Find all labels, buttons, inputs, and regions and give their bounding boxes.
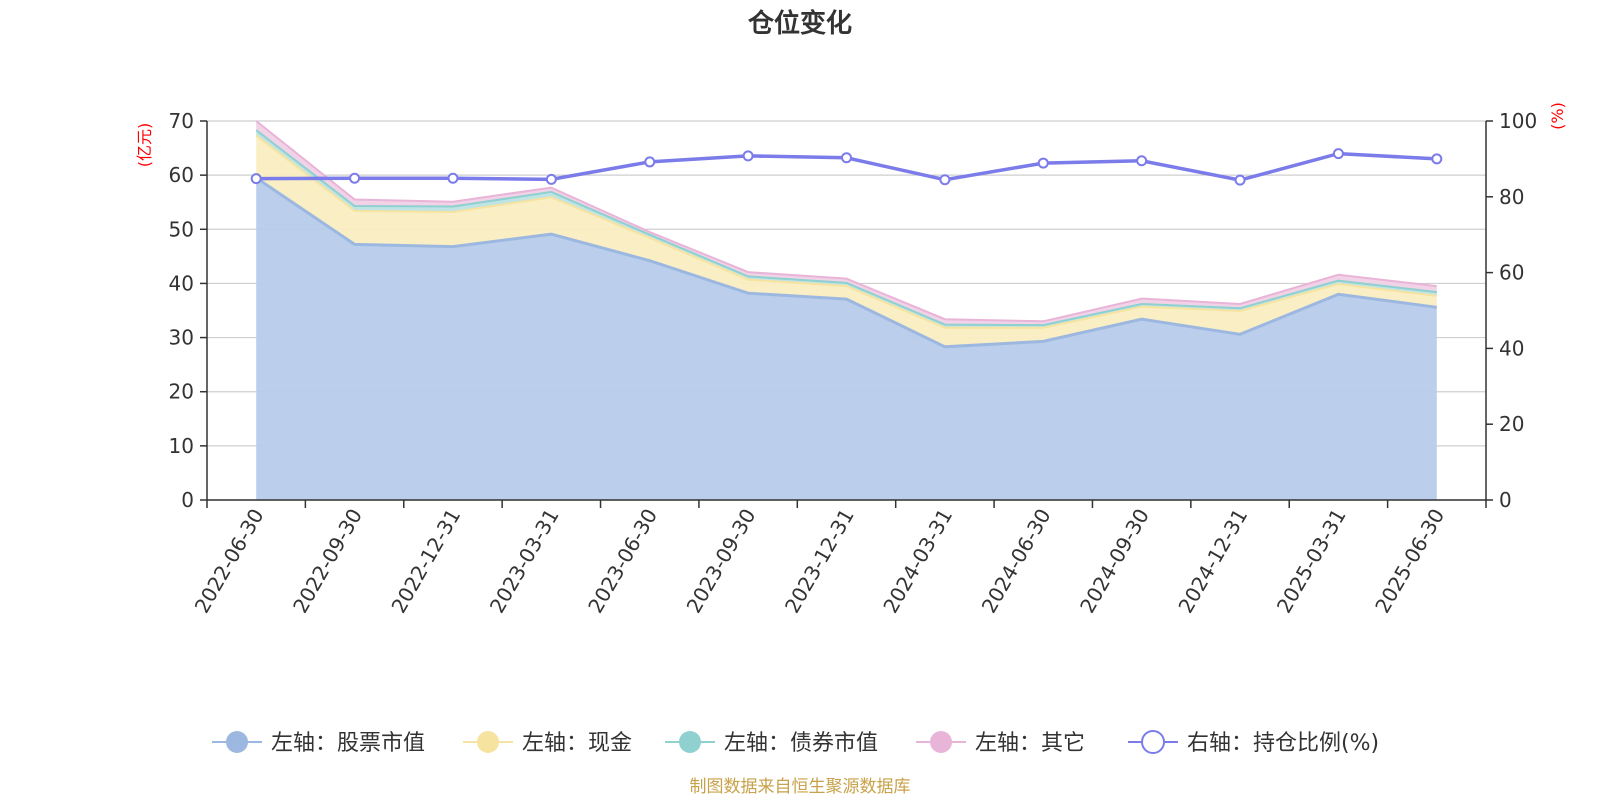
- legend-marker-icon: [226, 731, 248, 753]
- right-tick-label: 40: [1499, 336, 1524, 360]
- right-axis-unit: (%): [1548, 102, 1567, 130]
- area-line-series-1: [255, 176, 1437, 349]
- left-tick-label: 70: [169, 109, 194, 133]
- stacked-areas: [255, 120, 1437, 500]
- right-tick-label: 20: [1499, 412, 1524, 436]
- x-tick-label: 2024-09-30: [1075, 505, 1154, 618]
- left-tick-label: 30: [169, 326, 194, 350]
- left-tick-label: 20: [169, 380, 194, 404]
- legend-item: 左轴：债券市值: [665, 731, 878, 756]
- x-tick-label: 2024-12-31: [1173, 505, 1252, 618]
- ratio-point: [349, 172, 361, 184]
- ratio-point: [1136, 155, 1148, 167]
- left-tick-label: 50: [169, 217, 194, 241]
- right-tick-label: 60: [1499, 261, 1524, 285]
- ratio-point: [1234, 174, 1246, 186]
- ratio-point: [545, 173, 557, 185]
- x-tick-label: 2022-09-30: [288, 505, 367, 618]
- legend: 左轴：股票市值 左轴：现金 左轴：债券市值 左轴：其它 右轴：持仓比例(%): [212, 730, 1379, 756]
- area-line-series-2: [255, 134, 1437, 329]
- legend-label: 左轴：其它: [975, 731, 1085, 756]
- legend-label: 左轴：债券市值: [724, 731, 878, 756]
- ratio-point: [1332, 148, 1344, 160]
- x-tick-label: 2024-03-31: [878, 505, 957, 618]
- ratio-point: [250, 173, 262, 185]
- right-tick-label: 80: [1499, 185, 1524, 209]
- left-axis-unit: (亿元): [135, 123, 154, 168]
- right-tick-label: 0: [1499, 488, 1512, 512]
- x-tick-label: 2022-06-30: [190, 505, 269, 618]
- ratio-point: [644, 156, 656, 168]
- x-tick-label: 2023-03-31: [485, 505, 564, 618]
- x-tick-label: 2023-09-30: [682, 505, 761, 618]
- ratio-point: [1431, 153, 1443, 165]
- legend-marker-icon: [1141, 730, 1165, 754]
- x-tick-label: 2023-12-31: [780, 505, 859, 618]
- legend-item: 右轴：持仓比例(%): [1128, 730, 1379, 756]
- ratio-line-series: [250, 148, 1443, 186]
- x-tick-label: 2025-06-30: [1370, 505, 1449, 618]
- ratio-point: [742, 150, 754, 162]
- right-tick-label: 100: [1499, 109, 1537, 133]
- chart-title: 仓位变化: [747, 8, 852, 39]
- legend-item: 左轴：其它: [916, 731, 1085, 756]
- legend-marker-icon: [477, 731, 499, 753]
- x-tick-label: 2025-03-31: [1272, 505, 1351, 618]
- ratio-point: [939, 174, 951, 186]
- left-tick-label: 40: [169, 271, 194, 295]
- legend-item: 左轴：股票市值: [212, 731, 425, 756]
- legend-item: 左轴：现金: [463, 731, 632, 756]
- x-tick-label: 2022-12-31: [386, 505, 465, 618]
- legend-marker-icon: [679, 731, 701, 753]
- legend-label: 左轴：股票市值: [271, 731, 425, 756]
- area-line-series-4: [255, 120, 1437, 323]
- area-series-1: [256, 177, 1437, 500]
- legend-marker-icon: [930, 731, 952, 753]
- area-line-series-3: [255, 129, 1437, 327]
- ratio-point: [1037, 157, 1049, 169]
- ratio-point: [841, 152, 852, 164]
- legend-label: 右轴：持仓比例(%): [1187, 731, 1379, 756]
- left-tick-label: 0: [181, 488, 194, 512]
- left-tick-label: 60: [169, 163, 194, 187]
- ratio-point: [447, 172, 459, 184]
- x-tick-label: 2023-06-30: [583, 505, 662, 618]
- left-tick-label: 10: [169, 434, 194, 458]
- x-tick-label: 2024-06-30: [977, 505, 1056, 618]
- legend-label: 左轴：现金: [522, 731, 632, 756]
- source-note: 制图数据来自恒生聚源数据库: [690, 777, 911, 797]
